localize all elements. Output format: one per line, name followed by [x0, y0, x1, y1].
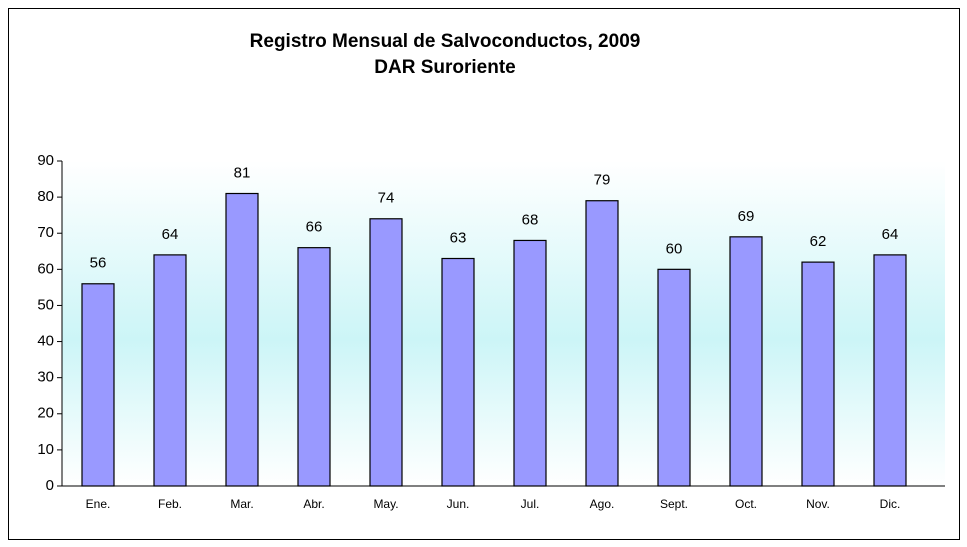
bar	[369, 218, 403, 487]
y-tick-label: 80	[37, 188, 54, 205]
bar	[513, 239, 547, 487]
y-tick-label: 70	[37, 224, 54, 241]
chart-title: Registro Mensual de Salvoconductos, 2009	[250, 31, 641, 52]
bar	[801, 261, 835, 487]
x-tick-label: Dic.	[880, 497, 901, 511]
data-label: 62	[810, 233, 827, 250]
x-tick-label: May.	[373, 497, 398, 511]
data-label: 66	[306, 219, 323, 236]
y-tick-label: 40	[37, 333, 54, 350]
y-tick-label: 20	[37, 405, 54, 422]
bar	[585, 200, 619, 487]
x-tick-label: Nov.	[806, 497, 830, 511]
plot-area	[62, 161, 945, 486]
bar	[657, 268, 691, 487]
data-label: 64	[882, 226, 899, 243]
y-tick-label: 90	[37, 152, 54, 169]
x-tick-label: Mar.	[230, 497, 253, 511]
y-tick-label: 10	[37, 441, 54, 458]
x-tick-label: Abr.	[303, 497, 324, 511]
data-label: 63	[450, 229, 467, 246]
bar	[153, 254, 187, 487]
bar	[873, 254, 907, 487]
data-label: 79	[594, 172, 611, 189]
data-label: 60	[666, 240, 683, 257]
x-tick-label: Jul.	[521, 497, 540, 511]
data-label: 56	[90, 255, 107, 272]
data-label: 64	[162, 226, 179, 243]
x-tick-label: Ago.	[590, 497, 615, 511]
x-tick-label: Jun.	[447, 497, 470, 511]
data-label: 81	[234, 164, 251, 181]
data-label: 68	[522, 211, 539, 228]
x-tick-label: Ene.	[86, 497, 111, 511]
x-tick-label: Feb.	[158, 497, 182, 511]
x-tick-label: Oct.	[735, 497, 757, 511]
data-label: 74	[378, 190, 395, 207]
y-tick-label: 30	[37, 369, 54, 386]
y-tick-label: 60	[37, 260, 54, 277]
chart-subtitle: DAR Suroriente	[374, 57, 515, 78]
x-tick-label: Sept.	[660, 497, 688, 511]
y-tick-label: 0	[46, 477, 54, 494]
bar	[729, 236, 763, 487]
y-tick-label: 50	[37, 296, 54, 313]
bar	[297, 247, 331, 487]
data-label: 69	[738, 208, 755, 225]
bar	[225, 192, 259, 487]
bar	[441, 257, 475, 487]
bar	[81, 283, 115, 487]
